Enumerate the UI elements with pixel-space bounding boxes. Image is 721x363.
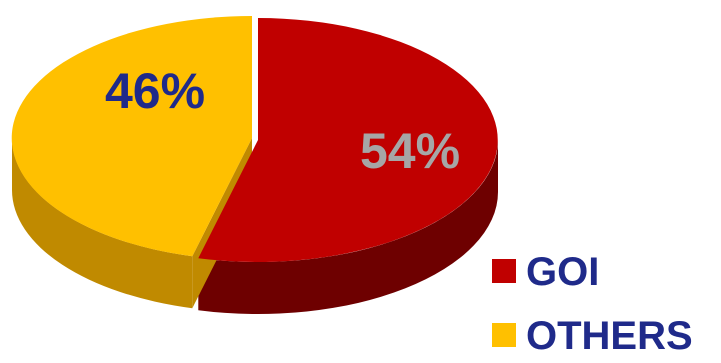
data-label-others: 46% — [105, 63, 205, 119]
data-label-goi: 54% — [360, 123, 460, 179]
legend-label-others: OTHERS — [526, 314, 693, 358]
pie-slice-others — [11, 15, 252, 257]
legend-swatch-others — [492, 323, 516, 347]
legend-swatch-goi — [492, 259, 516, 283]
legend-label-goi: GOI — [526, 250, 599, 294]
legend: GOI OTHERS — [492, 250, 693, 358]
pie-slice-goi — [198, 18, 498, 262]
pie-side-goi — [198, 140, 499, 315]
pie-side-others — [11, 138, 193, 309]
